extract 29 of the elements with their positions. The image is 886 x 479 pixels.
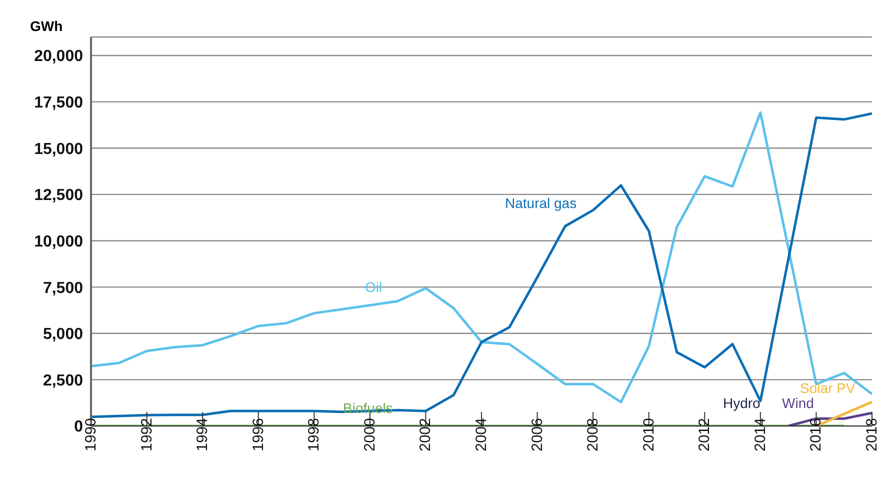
y-tick-label: 7,500 [42, 280, 84, 297]
x-tick-label: 2000 [361, 418, 378, 452]
x-tick-label: 1996 [250, 418, 267, 452]
y-axis-title: GWh [30, 18, 63, 34]
x-tick-label: 2008 [584, 418, 602, 452]
y-tick-label: 20,000 [34, 48, 84, 66]
y-tick-label: 2,500 [42, 372, 84, 390]
x-tick-label: 2018 [864, 418, 880, 452]
y-tick-label: 15,000 [34, 140, 84, 158]
x-tick-label: 2002 [417, 418, 434, 452]
y-tick-label: 0 [74, 418, 84, 436]
x-tick-label: 2012 [696, 418, 714, 452]
x-tick-label: 2014 [752, 418, 769, 452]
y-tick-label: 10,000 [34, 233, 84, 250]
x-tick-label: 1998 [306, 418, 323, 452]
annotation: Hydro [723, 395, 760, 411]
x-tick-label: 2006 [528, 418, 546, 452]
x-tick-label: 1990 [82, 418, 100, 452]
y-tick-label: 17,500 [34, 94, 84, 112]
x-tick-label: 1992 [138, 418, 156, 452]
x-tick-label: 2010 [640, 418, 658, 452]
y-tick-label: 12,500 [34, 187, 84, 204]
y-tick-label: 5,000 [42, 326, 84, 344]
series-label: Natural gas [505, 195, 577, 211]
x-tick-label: 1994 [194, 418, 212, 452]
series-label: Solar PV [800, 380, 856, 396]
series-label: Wind [782, 395, 814, 411]
x-tick-label: 2016 [808, 418, 825, 452]
x-tick-label: 2004 [473, 418, 490, 452]
